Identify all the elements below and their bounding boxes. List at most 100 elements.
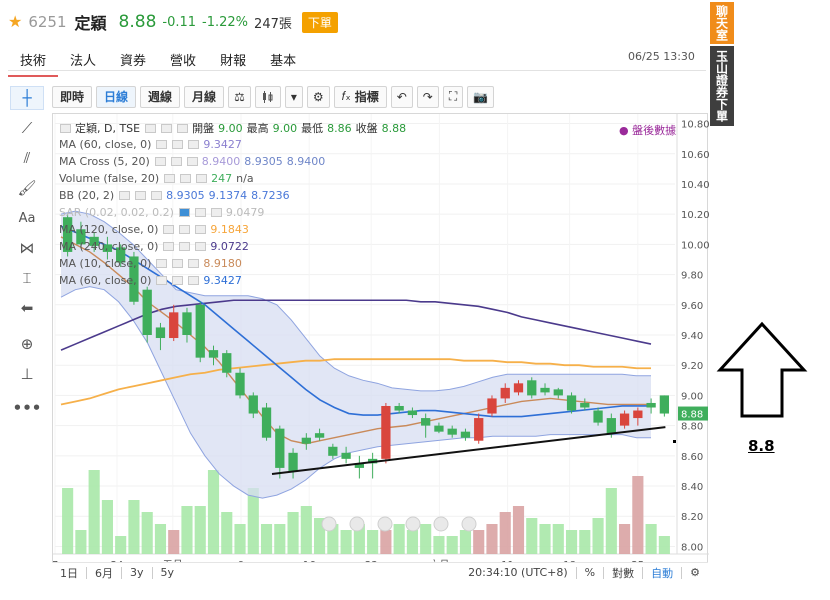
legend-row-eye-icon[interactable] bbox=[163, 225, 175, 234]
legend-row-close-icon[interactable] bbox=[195, 242, 207, 251]
interval-realtime-button[interactable]: 即時 bbox=[52, 85, 93, 108]
legend-row-value: 9.0722 bbox=[210, 240, 249, 253]
interval-weekly-button[interactable]: 週線 bbox=[140, 85, 181, 108]
indicators-icon: 𝑓ₓ bbox=[341, 89, 351, 103]
order-button[interactable]: 下單 bbox=[301, 11, 338, 33]
legend-visibility-icon[interactable] bbox=[145, 123, 157, 133]
legend-row-gear-icon[interactable] bbox=[179, 242, 191, 251]
legend-row-gear-icon[interactable] bbox=[172, 276, 184, 285]
y-tick-label: 9.80 bbox=[681, 271, 703, 282]
compare-scale-icon[interactable]: ⚖ bbox=[228, 85, 251, 108]
legend-row-gear-icon[interactable] bbox=[172, 259, 184, 268]
percent-scale-toggle[interactable]: % bbox=[584, 566, 596, 579]
legend-row-close-icon[interactable] bbox=[188, 259, 200, 268]
legend-low-label: 最低 bbox=[301, 122, 324, 135]
range-5y-button[interactable]: 5y bbox=[160, 566, 175, 579]
tab-institutional[interactable]: 法人 bbox=[70, 54, 97, 69]
legend-remove-icon[interactable] bbox=[177, 123, 189, 133]
volume-bar bbox=[221, 512, 233, 554]
quote-datetime: 06/25 13:30 bbox=[628, 50, 695, 63]
tab-margin[interactable]: 資券 bbox=[120, 54, 147, 69]
favorite-star-icon[interactable]: ★ bbox=[8, 12, 23, 31]
legend-row-value: 8.7236 bbox=[251, 189, 290, 202]
volume-bar bbox=[552, 524, 564, 554]
text-tool-icon[interactable]: Aa bbox=[18, 210, 36, 226]
chart-style-dropdown-icon[interactable]: ▾ bbox=[284, 85, 303, 108]
legend-row-close-icon[interactable] bbox=[195, 225, 207, 234]
candle-body bbox=[500, 387, 510, 399]
divider bbox=[603, 566, 605, 579]
back-arrow-icon[interactable]: ⬅ bbox=[20, 299, 34, 317]
legend-row-gear-icon[interactable] bbox=[172, 140, 184, 149]
after-hours-link[interactable]: ● 盤後數據 bbox=[619, 124, 677, 137]
candle-body bbox=[89, 236, 99, 246]
candle-body bbox=[659, 395, 670, 414]
chart-style-candle-icon[interactable] bbox=[254, 85, 281, 108]
undo-icon[interactable]: ↶ bbox=[390, 85, 413, 108]
scale-settings-gear-icon[interactable]: ⚙ bbox=[690, 566, 700, 579]
trendline-tool-icon[interactable]: ⟋ bbox=[21, 119, 33, 137]
scroll-control-dot bbox=[461, 516, 477, 532]
volume-bar bbox=[433, 536, 445, 554]
after-hours-label: 盤後數據 bbox=[632, 124, 677, 137]
ruler-tool-icon[interactable]: ⊥ bbox=[20, 365, 34, 383]
stock-name: 定穎 bbox=[74, 14, 107, 33]
tab-financials[interactable]: 財報 bbox=[220, 54, 247, 69]
redo-icon[interactable]: ↷ bbox=[416, 85, 439, 108]
price-chart[interactable]: 10.80 10.60 10.40 10.20 10.00 9.80 9.60 9.40 9.2… bbox=[52, 113, 710, 581]
candle-body bbox=[580, 402, 590, 408]
legend-row-gear-icon[interactable] bbox=[194, 208, 206, 217]
legend-row-eye-icon[interactable] bbox=[156, 259, 168, 268]
collapse-legend-icon[interactable] bbox=[60, 123, 71, 133]
more-tools-icon[interactable]: ••• bbox=[12, 399, 42, 417]
legend-row-gear-icon[interactable] bbox=[135, 191, 147, 200]
legend-row-close-icon[interactable] bbox=[186, 157, 198, 166]
legend-row-close-icon[interactable] bbox=[210, 208, 222, 217]
fib-tool-icon[interactable]: ⫽ bbox=[23, 149, 31, 167]
tab-revenue[interactable]: 營收 bbox=[170, 54, 197, 69]
broker-order-ribbon[interactable]: 玉山證券下單 bbox=[710, 46, 734, 126]
candle-body bbox=[381, 405, 391, 459]
auto-scale-toggle[interactable]: 自動 bbox=[651, 566, 674, 580]
volume-bar bbox=[327, 524, 339, 554]
indicators-label: 指標 bbox=[354, 90, 379, 104]
range-1d-button[interactable]: 1日 bbox=[60, 566, 78, 580]
legend-row-eye-icon[interactable] bbox=[178, 208, 190, 217]
legend-row-close-icon[interactable] bbox=[151, 191, 163, 200]
chat-room-ribbon[interactable]: 聊天室 bbox=[710, 2, 734, 44]
crosshair-tool-icon[interactable]: ┼ bbox=[10, 86, 44, 110]
tab-technical[interactable]: 技術 bbox=[8, 46, 59, 77]
brush-tool-icon[interactable]: 🖌 bbox=[17, 179, 37, 197]
legend-row-eye-icon[interactable] bbox=[154, 157, 166, 166]
zoom-in-icon[interactable]: ⊕ bbox=[20, 335, 34, 353]
legend-settings-icon[interactable] bbox=[161, 123, 173, 133]
legend-row-value: n/a bbox=[236, 172, 254, 185]
interval-monthly-button[interactable]: 月線 bbox=[184, 85, 225, 108]
legend-row-eye-icon[interactable] bbox=[163, 242, 175, 251]
legend-row-close-icon[interactable] bbox=[188, 140, 200, 149]
legend-row-eye-icon[interactable] bbox=[156, 140, 168, 149]
legend-row-gear-icon[interactable] bbox=[180, 174, 192, 183]
legend-row-gear-icon[interactable] bbox=[170, 157, 182, 166]
tab-basic[interactable]: 基本 bbox=[270, 54, 297, 69]
legend-row: MA Cross (5, 20) 8.9400 8.9305 8.9400 bbox=[59, 155, 325, 168]
settings-gear-icon[interactable]: ⚙ bbox=[306, 85, 330, 108]
fullscreen-icon[interactable]: ⛶ bbox=[442, 85, 464, 108]
legend-row-close-icon[interactable] bbox=[196, 174, 208, 183]
snapshot-camera-icon[interactable]: 📷 bbox=[467, 85, 495, 108]
legend-row-gear-icon[interactable] bbox=[179, 225, 191, 234]
scroll-control-dot bbox=[433, 516, 449, 532]
range-3y-button[interactable]: 3y bbox=[130, 566, 144, 579]
legend-row: MA (60, close, 0) 9.3427 bbox=[59, 274, 242, 287]
legend-row-eye-icon[interactable] bbox=[164, 174, 176, 183]
legend-row-eye-icon[interactable] bbox=[119, 191, 131, 200]
legend-row-eye-icon[interactable] bbox=[156, 276, 168, 285]
quote-header: ★ 6251 定穎 8.88 -0.11 -1.22% 247張 下單 bbox=[8, 10, 338, 34]
log-scale-toggle[interactable]: 對數 bbox=[612, 566, 635, 580]
measure-tool-icon[interactable]: ⌶ bbox=[22, 269, 32, 287]
interval-daily-button[interactable]: 日線 bbox=[96, 85, 137, 108]
legend-row-close-icon[interactable] bbox=[188, 276, 200, 285]
indicators-button[interactable]: 𝑓ₓ 指標 bbox=[333, 85, 387, 108]
pattern-tool-icon[interactable]: ⋈ bbox=[19, 239, 35, 257]
range-6m-button[interactable]: 6月 bbox=[95, 566, 113, 580]
